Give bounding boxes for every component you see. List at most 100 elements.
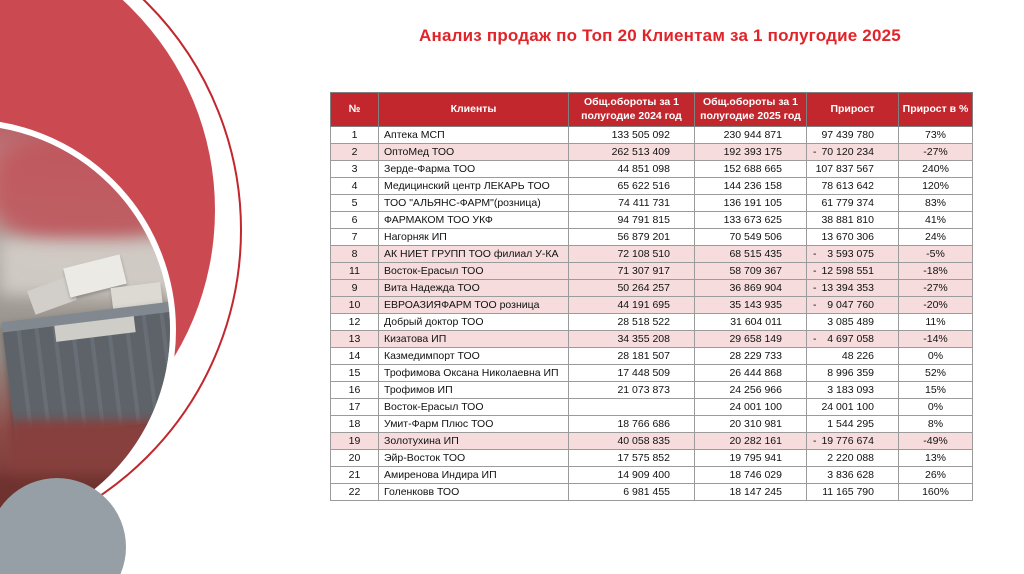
clients-table-container: № Клиенты Общ.обороты за 1 полугодие 202…: [330, 91, 973, 502]
cell-client: Казмедимпорт ТОО: [378, 347, 569, 366]
cell-growth: 97 439 780: [806, 126, 899, 145]
cell-turnover-2025: 20 310 981: [694, 415, 807, 434]
table-row: 17 Восток-Ерасыл ТОО 24 001 100 24 001 100 0…: [330, 398, 973, 417]
cell-number: 19: [330, 432, 379, 451]
photo-dark-floor: [0, 475, 170, 535]
cell-number: 4: [330, 177, 379, 196]
cell-growth: 48 226: [806, 347, 899, 366]
table-row: 3 Зерде-Фарма ТОО 44 851 098 152 688 665 107…: [330, 160, 973, 179]
cell-turnover-2024: 72 108 510: [568, 245, 695, 264]
cell-turnover-2025: 58 709 367: [694, 262, 807, 281]
cell-client: Медицинский центр ЛЕКАРЬ ТОО: [378, 177, 569, 196]
cell-client: Аптека МСП: [378, 126, 569, 145]
table-row: 11 Восток-Ерасыл ТОО 71 307 917 58 709 367-…: [330, 262, 973, 281]
cell-growth-pct: 83%: [898, 194, 973, 213]
cell-number: 11: [330, 262, 379, 281]
cell-growth: 11 165 790: [806, 483, 899, 502]
table-row: 21 Амиренова Индира ИП 14 909 400 18 746 02…: [330, 466, 973, 485]
column-header-growth: Прирост: [806, 91, 899, 128]
cell-turnover-2025: 28 229 733: [694, 347, 807, 366]
column-header-clients: Клиенты: [378, 91, 569, 128]
cell-turnover-2024: [568, 398, 695, 417]
photo-white-box: [27, 276, 77, 315]
cell-growth-pct: 0%: [898, 398, 973, 417]
table-row: 1 Аптека МСП 133 505 092 230 944 871 97 439 …: [330, 126, 973, 145]
cell-turnover-2025: 133 673 625: [694, 211, 807, 230]
cell-growth: -3 593 075: [806, 245, 899, 264]
cell-client: Нагорняк ИП: [378, 228, 569, 247]
cell-client: АК НИЕТ ГРУПП ТОО филиал У-КА: [378, 245, 569, 264]
cell-growth-pct: 52%: [898, 364, 973, 383]
cell-turnover-2025: 192 393 175: [694, 143, 807, 162]
table-row: 5 ТОО "АЛЬЯНС-ФАРМ"(розница) 74 411 731 136…: [330, 194, 973, 213]
cell-growth: 107 837 567: [806, 160, 899, 179]
cell-growth: -19 776 674: [806, 432, 899, 451]
cell-turnover-2025: 144 236 158: [694, 177, 807, 196]
cell-number: 14: [330, 347, 379, 366]
cell-turnover-2024: 28 181 507: [568, 347, 695, 366]
cell-growth-pct: -5%: [898, 245, 973, 264]
table-row: 13 Кизатова ИП 34 355 208 29 658 149-4 697 …: [330, 330, 973, 349]
table-row: 15 Трофимова Оксана Николаевна ИП 17 448 5…: [330, 364, 973, 383]
cell-client: Голенковв ТОО: [378, 483, 569, 502]
table-body: 1 Аптека МСП 133 505 092 230 944 871 97 439 …: [330, 126, 973, 502]
cell-turnover-2024: 14 909 400: [568, 466, 695, 485]
table-header-row: № Клиенты Общ.обороты за 1 полугодие 202…: [330, 91, 973, 128]
cell-turnover-2024: 18 766 686: [568, 415, 695, 434]
cell-number: 7: [330, 228, 379, 247]
cell-growth: 3 836 628: [806, 466, 899, 485]
cell-growth-pct: 13%: [898, 449, 973, 468]
cell-growth: 78 613 642: [806, 177, 899, 196]
cell-growth: -70 120 234: [806, 143, 899, 162]
table-row: 7 Нагорняк ИП 56 879 201 70 549 506 13 670 3…: [330, 228, 973, 247]
cell-client: Трофимова Оксана Николаевна ИП: [378, 364, 569, 383]
cell-turnover-2024: 94 791 815: [568, 211, 695, 230]
table-row: 8 АК НИЕТ ГРУПП ТОО филиал У-КА 72 108 510…: [330, 245, 973, 264]
cell-client: Амиренова Индира ИП: [378, 466, 569, 485]
table-row: 18 Умит-Фарм Плюс ТОО 18 766 686 20 310 981…: [330, 415, 973, 434]
page-title: Анализ продаж по Топ 20 Клиентам за 1 по…: [419, 26, 901, 45]
cell-turnover-2025: 24 001 100: [694, 398, 807, 417]
cell-client: Золотухина ИП: [378, 432, 569, 451]
table-row: 10 ЕВРОАЗИЯФАРМ ТОО розница 44 191 695 35 1…: [330, 296, 973, 315]
table-row: 9 Вита Надежда ТОО 50 264 257 36 869 904-13…: [330, 279, 973, 298]
cell-growth-pct: -18%: [898, 262, 973, 281]
column-header-number: №: [330, 91, 379, 128]
cell-turnover-2025: 35 143 935: [694, 296, 807, 315]
table-row: 20 Эйр-Восток ТОО 17 575 852 19 795 941 2 22…: [330, 449, 973, 468]
cell-client: Трофимов ИП: [378, 381, 569, 400]
cell-client: ОптоМед ТОО: [378, 143, 569, 162]
warehouse-photo: [0, 119, 176, 541]
cell-growth-pct: 240%: [898, 160, 973, 179]
cell-turnover-2024: 17 575 852: [568, 449, 695, 468]
cell-turnover-2025: 24 256 966: [694, 381, 807, 400]
cell-growth-pct: -20%: [898, 296, 973, 315]
cell-growth-pct: 160%: [898, 483, 973, 502]
photo-white-box: [63, 254, 127, 298]
cell-number: 17: [330, 398, 379, 417]
cell-growth-pct: 26%: [898, 466, 973, 485]
cell-number: 1: [330, 126, 379, 145]
cell-growth: 24 001 100: [806, 398, 899, 417]
red-ring-outline: [0, 0, 242, 552]
cell-turnover-2024: 40 058 835: [568, 432, 695, 451]
cell-growth-pct: -14%: [898, 330, 973, 349]
cell-growth: 3 085 489: [806, 313, 899, 332]
cell-turnover-2025: 29 658 149: [694, 330, 807, 349]
table-row: 14 Казмедимпорт ТОО 28 181 507 28 229 733 48…: [330, 347, 973, 366]
cell-growth-pct: 120%: [898, 177, 973, 196]
cell-turnover-2025: 68 515 435: [694, 245, 807, 264]
cell-client: Зерде-Фарма ТОО: [378, 160, 569, 179]
cell-turnover-2024: 6 981 455: [568, 483, 695, 502]
column-header-turnover-2025: Общ.обороты за 1 полугодие 2025 год: [694, 91, 807, 128]
cell-turnover-2024: 50 264 257: [568, 279, 695, 298]
cell-turnover-2025: 70 549 506: [694, 228, 807, 247]
cell-client: Кизатова ИП: [378, 330, 569, 349]
table-row: 6 ФАРМАКОМ ТОО УКФ 94 791 815 133 673 625 38…: [330, 211, 973, 230]
table-row: 12 Добрый доктор ТОО 28 518 522 31 604 011 3…: [330, 313, 973, 332]
cell-number: 13: [330, 330, 379, 349]
photo-paper: [54, 316, 136, 342]
cell-number: 8: [330, 245, 379, 264]
cell-growth-pct: 15%: [898, 381, 973, 400]
